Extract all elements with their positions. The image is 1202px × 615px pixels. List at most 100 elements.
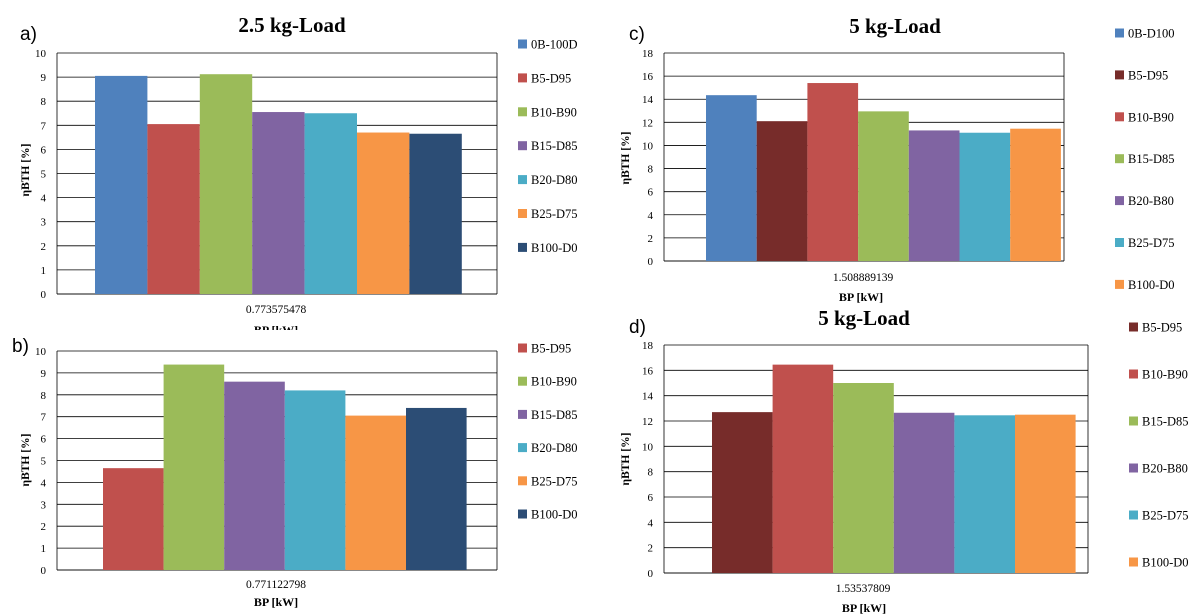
y-tick-label: 2 (41, 241, 47, 253)
chart-panel-a: 0 1 2 3 4 5 6 7 8 9 10 0.773575478 BP [kW] ηBTH [%] a)… (0, 0, 601, 330)
legend-swatch (518, 209, 527, 218)
y-tick-label: 10 (35, 48, 47, 60)
legend-swatch (1129, 322, 1138, 332)
x-axis-label: BP [kW] (842, 601, 886, 615)
legend-label: B100-D0 (531, 241, 578, 255)
legend-swatch (1129, 463, 1138, 473)
y-tick-label: 0 (41, 289, 47, 301)
y-tick-label: 12 (642, 416, 653, 428)
y-tick-label: 4 (648, 517, 654, 529)
y-axis-label: ηBTH [%] (20, 434, 32, 487)
legend-swatch (1115, 238, 1124, 247)
legend-label: B100-D0 (1128, 278, 1175, 292)
y-tick-label: 8 (41, 96, 47, 108)
legend-label: 0B-D100 (1128, 27, 1175, 41)
legend-swatch (518, 476, 527, 486)
legend-label: B20-D80 (531, 173, 578, 187)
bar-B10-B90 (163, 364, 225, 570)
y-tick-label: 1 (41, 265, 47, 277)
legend-label: B15-D85 (531, 139, 578, 153)
bar-B20-D80 (304, 113, 357, 294)
bar-B15-D85 (224, 381, 285, 570)
y-tick-label: 10 (35, 346, 47, 358)
bar-B5-D95 (756, 121, 808, 261)
bar-B25-D75 (959, 132, 1011, 261)
y-tick-label: 6 (41, 144, 47, 156)
legend-swatch (518, 509, 527, 519)
y-tick-label: 6 (41, 434, 47, 446)
legend-swatch (1115, 279, 1124, 289)
y-tick-label: 4 (41, 477, 47, 489)
chart-panel-d: 0 2 4 6 8 10 12 14 16 18 1.53537809 BP [kW] ηBTH [%]… (601, 307, 1202, 615)
y-tick-label: 0 (648, 256, 654, 268)
chart-a-svg: 0 1 2 3 4 5 6 7 8 9 10 0.773575478 BP [kW] ηBTH [%] a)… (20, 13, 578, 330)
chart-title: 5 kg-Load (849, 14, 941, 38)
bar-B20-B80 (893, 412, 955, 573)
legend-swatch (518, 443, 527, 453)
panel-label: b) (12, 336, 29, 357)
chart-b-svg: 0 1 2 3 4 5 6 7 8 9 10 0.771122798 BP [kW] ηBTH [%] b)… (12, 336, 578, 609)
legend-label: B15-D85 (531, 408, 578, 422)
y-tick-label: 9 (41, 368, 47, 380)
legend-swatch (1115, 112, 1124, 122)
bar-B100-D0 (409, 133, 462, 294)
y-tick-label: 2 (648, 543, 654, 555)
bar-B5-D95 (147, 124, 200, 294)
y-tick-label: 2 (41, 521, 47, 533)
y-tick-label: 16 (642, 71, 654, 83)
chart-panel-b: 0 1 2 3 4 5 6 7 8 9 10 0.771122798 BP [kW] ηBTH [%] b)… (0, 330, 601, 615)
y-axis-label: ηBTH [%] (620, 433, 632, 486)
y-tick-label: 7 (41, 120, 47, 132)
legend-swatch (518, 376, 527, 386)
legend-label: B25-D75 (1142, 509, 1189, 523)
legend-label: B100-D0 (531, 508, 578, 522)
panel-label: d) (629, 317, 646, 338)
y-tick-label: 12 (642, 117, 653, 129)
legend-label: B15-D85 (1142, 415, 1189, 429)
y-tick-label: 3 (41, 217, 47, 229)
y-tick-label: 0 (41, 565, 47, 577)
legend-swatch (1129, 416, 1138, 426)
x-category-label: 1.53537809 (836, 583, 891, 595)
bar-B100-D0 (1015, 414, 1076, 573)
y-tick-label: 10 (642, 441, 654, 453)
bar-B15-D85 (252, 112, 305, 294)
bar-B100-D0 (406, 407, 467, 570)
legend-label: B10-B90 (531, 375, 577, 389)
y-tick-label: 4 (648, 210, 654, 222)
legend-swatch (518, 242, 527, 252)
bar-B5-D95 (712, 412, 773, 573)
legend-label: B10-B90 (1128, 110, 1174, 124)
y-tick-label: 5 (41, 456, 47, 468)
y-tick-label: 16 (642, 365, 654, 377)
y-tick-label: 10 (642, 140, 654, 152)
y-tick-label: 2 (648, 233, 654, 245)
y-tick-label: 9 (41, 72, 47, 84)
y-tick-label: 14 (642, 94, 654, 106)
bar-0B-D100 (706, 95, 757, 261)
legend-label: B5-D95 (531, 71, 571, 85)
legend-label: B5-D95 (531, 342, 571, 356)
legend-swatch (1115, 196, 1124, 206)
bar-B15-D85 (833, 383, 894, 573)
x-category-label: 0.771122798 (246, 579, 306, 591)
legend-swatch (518, 175, 527, 185)
legend-swatch (518, 141, 527, 151)
bar-B20-B80 (908, 130, 960, 261)
legend-label: B20-B80 (1128, 194, 1174, 208)
y-tick-label: 4 (41, 193, 47, 205)
legend-label: B25-D75 (1128, 236, 1175, 250)
legend-swatch (518, 39, 527, 49)
legend-label: B100-D0 (1142, 556, 1189, 570)
bar-B5-D95 (103, 468, 164, 570)
legend-swatch (518, 409, 527, 419)
y-tick-label: 6 (648, 187, 654, 199)
legend-label: B5-D95 (1128, 68, 1168, 82)
legend-swatch (1115, 154, 1124, 164)
bar-B25-D75 (357, 132, 410, 294)
bar-B15-D85 (858, 111, 909, 261)
y-tick-label: 1 (41, 543, 47, 555)
legend-label: B20-D80 (531, 441, 578, 455)
chart-c-svg: 0 2 4 6 8 10 12 14 16 18 1.508889139 BP [kW] ηBTH [%… (620, 14, 1175, 304)
y-tick-label: 5 (41, 169, 47, 181)
